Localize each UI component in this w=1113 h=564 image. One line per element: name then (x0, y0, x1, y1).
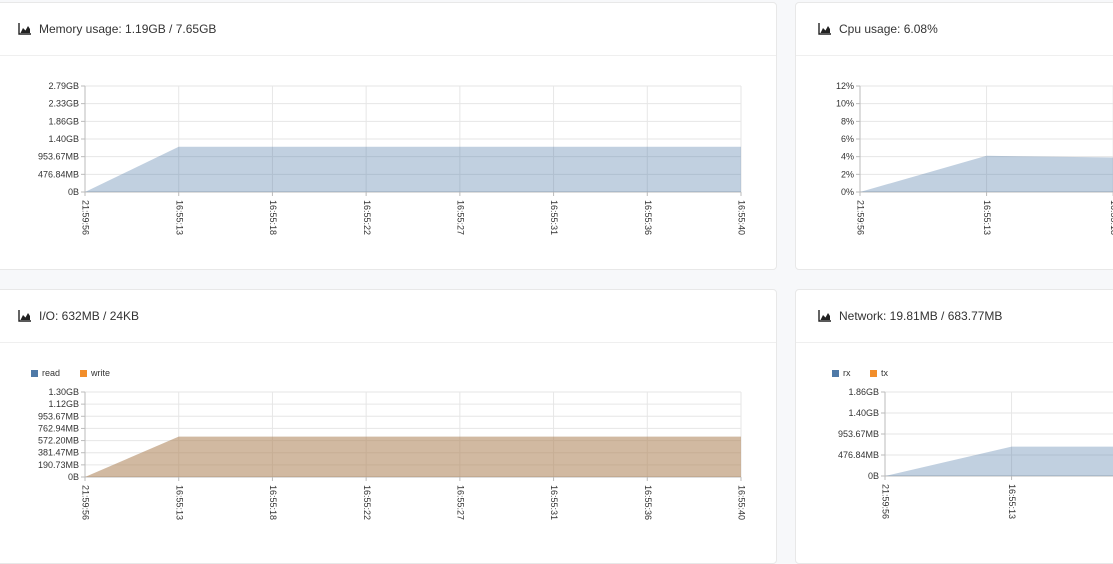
y-tick-label: 0B (68, 187, 79, 197)
y-tick-label: 953.67MB (38, 411, 79, 421)
y-tick-label: 10% (836, 99, 854, 109)
series-area-main (85, 146, 741, 192)
x-tick-label: 16:55:22 (362, 485, 372, 520)
legend-label-tx: tx (881, 368, 889, 378)
y-tick-label: 953.67MB (838, 429, 879, 439)
network-chart: 0B 476.84MB 953.67MB 1.40GB 1.86GB 21:59:56 16… (832, 368, 1113, 519)
io-chart: 0B 190.73MB 381.47MB 572.20MB 762.94MB 953.67… (31, 368, 747, 520)
y-tick-label: 190.73MB (38, 460, 79, 470)
legend-swatch-rx (832, 370, 839, 377)
legend-label-write: write (90, 368, 110, 378)
cpu-card-title: Cpu usage: 6.08% (839, 22, 938, 36)
x-tick-label: 16:55:40 (737, 200, 747, 235)
memory-card-header: Memory usage: 1.19GB / 7.65GB (0, 3, 776, 56)
x-tick-label: 21:59:56 (81, 200, 91, 235)
cpu-card-header: Cpu usage: 6.08% (796, 3, 1113, 56)
y-tick-label: 2% (841, 169, 854, 179)
series-area-rx (885, 446, 1113, 476)
x-tick-label: 16:55:40 (737, 485, 747, 520)
area-chart-icon (818, 310, 831, 322)
x-tick-label: 16:55:36 (643, 200, 653, 235)
x-tick-label: 16:55:22 (362, 200, 372, 235)
legend-swatch-read (31, 370, 38, 377)
x-tick-label: 16:55:13 (174, 485, 184, 520)
y-tick-label: 1.86GB (48, 116, 79, 126)
y-tick-label: 1.30GB (48, 387, 79, 397)
series-area-write (85, 436, 741, 477)
y-tick-label: 572.20MB (38, 436, 79, 446)
x-tick-label: 16:55:27 (455, 200, 465, 235)
x-tick-label: 21:59:56 (881, 484, 891, 519)
y-tick-label: 1.40GB (48, 134, 79, 144)
memory-card-title: Memory usage: 1.19GB / 7.65GB (39, 22, 217, 36)
cpu-card: Cpu usage: 6.08% 0% 2% 4% 6% 8% 10% 12% 21:59:5… (795, 2, 1113, 270)
legend-label-rx: rx (843, 368, 851, 378)
y-tick-label: 1.12GB (48, 399, 79, 409)
y-tick-label: 6% (841, 134, 854, 144)
x-tick-label: 16:55:31 (549, 485, 559, 520)
y-tick-label: 476.84MB (838, 450, 879, 460)
y-tick-label: 0B (868, 471, 879, 481)
network-card-header: Network: 19.81MB / 683.77MB (796, 290, 1113, 343)
x-tick-label: 16:55:31 (549, 200, 559, 235)
legend-swatch-tx (870, 370, 877, 377)
y-tick-label: 1.86GB (848, 387, 879, 397)
y-tick-label: 476.84MB (38, 169, 79, 179)
y-tick-label: 0B (68, 472, 79, 482)
y-tick-label: 381.47MB (38, 448, 79, 458)
memory-chart: 0B 476.84MB 953.67MB 1.40GB 1.86GB 2.33GB 2.79… (38, 81, 747, 235)
x-tick-label: 16:55:18 (1109, 200, 1113, 235)
network-card: Network: 19.81MB / 683.77MB 0B 476.84MB 95… (795, 289, 1113, 564)
io-card: I/O: 632MB / 24KB 0B 190.73MB 381.47MB 572.… (0, 289, 777, 564)
y-tick-label: 2.79GB (48, 81, 79, 91)
y-tick-label: 8% (841, 116, 854, 126)
memory-card: Memory usage: 1.19GB / 7.65GB 0B 476.84MB… (0, 2, 777, 270)
y-tick-label: 1.40GB (848, 408, 879, 418)
x-tick-label: 21:59:56 (81, 485, 91, 520)
y-tick-label: 953.67MB (38, 152, 79, 162)
y-tick-label: 0% (841, 187, 854, 197)
x-tick-label: 16:55:27 (455, 485, 465, 520)
series-area-read (85, 436, 741, 477)
x-tick-label: 16:55:18 (268, 200, 278, 235)
x-tick-label: 16:55:13 (174, 200, 184, 235)
legend-swatch-write (80, 370, 87, 377)
cpu-chart: 0% 2% 4% 6% 8% 10% 12% 21:59:56 16:55:13 16:55:18 (836, 81, 1113, 235)
x-tick-label: 21:59:56 (856, 200, 866, 235)
network-card-title: Network: 19.81MB / 683.77MB (839, 309, 1003, 323)
y-tick-label: 12% (836, 81, 854, 91)
y-tick-label: 4% (841, 152, 854, 162)
y-tick-label: 762.94MB (38, 423, 79, 433)
area-chart-icon (18, 23, 31, 35)
io-card-header: I/O: 632MB / 24KB (0, 290, 776, 343)
y-tick-label: 2.33GB (48, 99, 79, 109)
x-tick-label: 16:55:13 (982, 200, 992, 235)
x-tick-label: 16:55:18 (268, 485, 278, 520)
x-tick-label: 16:55:13 (1007, 484, 1017, 519)
area-chart-icon (18, 310, 31, 322)
area-chart-icon (818, 23, 831, 35)
legend-label-read: read (42, 368, 60, 378)
series-area-main (860, 155, 1113, 192)
io-card-title: I/O: 632MB / 24KB (39, 309, 140, 323)
x-tick-label: 16:55:36 (643, 485, 653, 520)
